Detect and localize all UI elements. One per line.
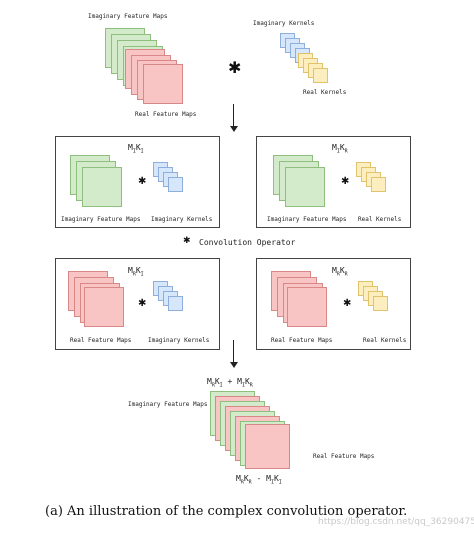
panel-mr-kr: MRKR ✱ Real Feature Maps Real Kernels [256,258,411,350]
result-imaginary-label: Imaginary Feature Maps [128,401,208,408]
convolution-operator-icon: ✱ [138,176,147,187]
panel-formula: MRKI [128,266,144,278]
watermark: https://blog.csdn.net/qq_36290475 [318,517,474,527]
panel-maps-label: Imaginary Feature Maps [267,216,347,223]
imaginary-feature-map [82,167,122,207]
panel-maps-label: Imaginary Feature Maps [61,216,141,223]
convolution-operator-icon: ✱ [138,298,147,309]
real-feature-map [84,287,124,327]
real-feature-map [245,424,290,469]
panel-formula: MRKR [332,266,348,278]
panel-mi-kr: MIKR ✱ Imaginary Feature Maps Real Kerne… [256,136,411,228]
real-feature-map [287,287,327,327]
panel-maps-label: Real Feature Maps [70,337,132,344]
result-formula-bottom: MRKR - MIKI [236,474,282,486]
top-real-kernels-label: Real Kernels [303,89,347,96]
real-kernel [371,177,386,192]
panel-maps-label: Real Feature Maps [271,337,333,344]
panel-kernels-label: Real Kernels [363,337,407,344]
result-formula-top: MRKI + MIKR [207,377,253,389]
convolution-operator-icon: ✱ [228,58,242,77]
panel-kernels-label: Real Kernels [358,216,402,223]
imaginary-feature-map [285,167,325,207]
panel-formula: MIKI [128,143,144,155]
panel-kernels-label: Imaginary Kernels [148,337,210,344]
panel-mr-ki: MRKI ✱ Real Feature Maps Imaginary Kerne… [55,258,220,350]
real-kernel [373,296,388,311]
figure-caption: (a) An illustration of the complex convo… [45,504,408,519]
down-arrow-icon [230,362,238,368]
panel-formula: MIKR [332,143,348,155]
top-imaginary-maps-label: Imaginary Feature Maps [88,13,168,20]
real-feature-map [143,64,183,104]
top-imaginary-kernels-label: Imaginary Kernels [253,20,315,27]
real-kernel [313,68,328,83]
panel-kernels-label: Imaginary Kernels [151,216,213,223]
panel-mi-ki: MIKI ✱ Imaginary Feature Maps Imaginary … [55,136,220,228]
legend-text: Convolution Operator [199,238,296,247]
imaginary-kernel [168,177,183,192]
convolution-operator-icon: ✱ [341,176,350,187]
convolution-operator-icon: ✱ [183,236,191,246]
down-arrow-icon [230,126,238,132]
down-arrow-line [233,340,234,362]
down-arrow-line [233,104,234,126]
top-real-maps-label: Real Feature Maps [135,111,197,118]
imaginary-kernel [168,296,183,311]
convolution-operator-icon: ✱ [343,298,352,309]
result-real-label: Real Feature Maps [313,453,375,460]
